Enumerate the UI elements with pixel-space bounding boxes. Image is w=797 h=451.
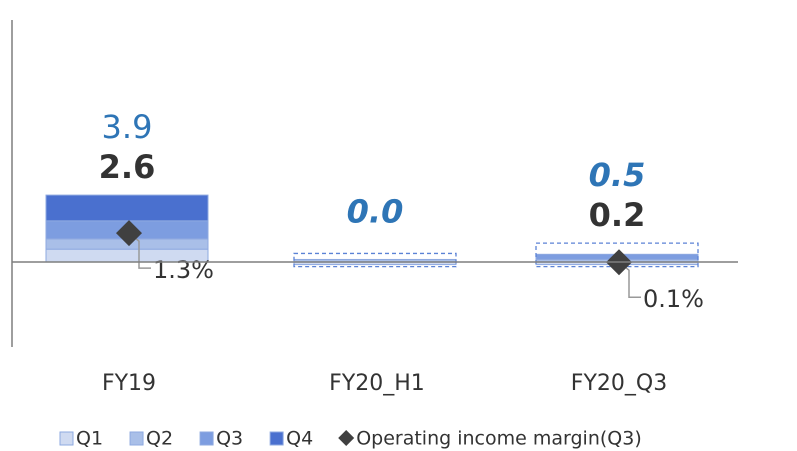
legend-label: Q1 (76, 428, 103, 450)
plan-label: 0.0 (347, 192, 404, 230)
x-tick-label: FY20_Q3 (571, 371, 667, 396)
legend-symbol (269, 431, 284, 446)
x-tick-label: FY19 (102, 371, 156, 396)
plan-outline (293, 252, 457, 268)
legend-symbol (338, 430, 355, 446)
bar-segment (45, 194, 209, 222)
margin-marker (116, 220, 142, 247)
total-label: 0.2 (589, 196, 646, 234)
legend-label: Operating income margin(Q3) (356, 428, 642, 450)
margin-label: 0.1% (643, 285, 704, 313)
legend-symbol (129, 431, 144, 446)
legend-label: Q3 (216, 428, 243, 450)
legend-label: Q4 (286, 428, 313, 450)
plan-label: 0.5 (589, 156, 646, 194)
legend-symbol (59, 431, 74, 446)
x-tick-label: FY20_H1 (329, 371, 425, 396)
legend-label: Q2 (146, 428, 173, 450)
total-label: 2.6 (99, 148, 156, 186)
margin-label: 1.3% (153, 256, 214, 284)
legend-symbol (199, 431, 214, 446)
plan-label: 3.9 (102, 108, 153, 146)
